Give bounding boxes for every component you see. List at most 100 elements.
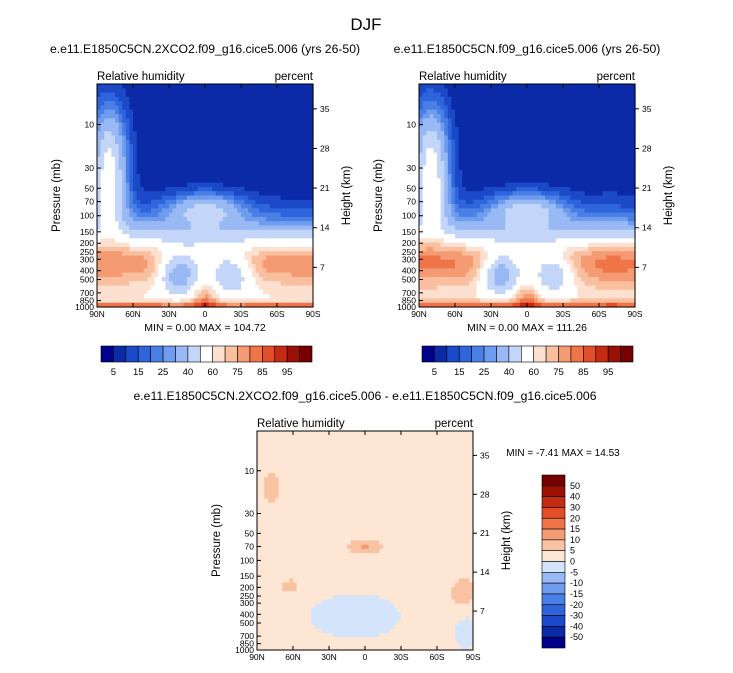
- contour-cell: [118, 118, 123, 124]
- contour-cell: [151, 281, 156, 287]
- contour-cell: [624, 182, 629, 188]
- contour-cell: [158, 122, 163, 128]
- contour-cell: [305, 259, 310, 265]
- contour-cell: [151, 131, 156, 137]
- contour-cell: [494, 96, 499, 102]
- contour-cell: [118, 135, 123, 141]
- contour-cell: [613, 114, 618, 119]
- contour-cell: [190, 169, 195, 175]
- contour-cell: [563, 165, 568, 171]
- contour-cell: [555, 182, 560, 188]
- contour-cell: [208, 88, 213, 94]
- contour-cell: [491, 178, 496, 184]
- contour-cell: [230, 195, 235, 201]
- contour-cell: [212, 178, 217, 184]
- contour-cell: [588, 135, 593, 141]
- contour-cell: [613, 131, 618, 137]
- contour-cell: [591, 114, 596, 119]
- contour-cell: [205, 131, 210, 137]
- contour-cell: [154, 281, 159, 287]
- contour-cell: [161, 144, 166, 149]
- contour-cell: [437, 84, 442, 89]
- contour-cell: [309, 131, 314, 137]
- contour-cell: [104, 122, 109, 128]
- contour-cell: [501, 161, 506, 167]
- contour-cell: [129, 285, 134, 291]
- contour-cell: [259, 208, 264, 214]
- contour-cell: [244, 161, 249, 167]
- contour-cell: [129, 131, 134, 137]
- contour-cell: [588, 174, 593, 179]
- contour-cell: [287, 88, 292, 94]
- contour-cell: [100, 302, 105, 308]
- contour-cell: [512, 84, 517, 89]
- contour-cell: [473, 156, 478, 162]
- contour-cell: [147, 114, 152, 119]
- contour-cell: [309, 294, 314, 300]
- contour-cell: [422, 174, 427, 179]
- contour-cell: [491, 84, 496, 89]
- contour-cell: [255, 298, 260, 304]
- contour-cell: [305, 294, 310, 300]
- contour-cell: [584, 84, 589, 89]
- contour-cell: [573, 148, 578, 154]
- contour-cell: [244, 276, 249, 282]
- contour-cell: [143, 251, 148, 257]
- contour-cell: [237, 268, 242, 274]
- contour-cell: [426, 84, 431, 89]
- contour-cell: [487, 208, 492, 214]
- contour-cell: [104, 259, 109, 265]
- contour-cell: [545, 109, 550, 115]
- contour-cell: [298, 208, 303, 214]
- contour-cell: [419, 148, 424, 154]
- contour-cell: [309, 101, 314, 107]
- contour-cell: [273, 88, 278, 94]
- contour-cell: [129, 276, 134, 282]
- contour-cell: [154, 264, 159, 270]
- contour-cell: [295, 208, 300, 214]
- contour-cell: [280, 302, 285, 308]
- contour-cell: [606, 135, 611, 141]
- contour-cell: [136, 225, 141, 231]
- contour-cell: [620, 204, 625, 209]
- contour-cell: [512, 161, 517, 167]
- contour-cell: [284, 156, 289, 162]
- contour-cell: [212, 242, 217, 248]
- contour-cell: [422, 165, 427, 171]
- contour-cell: [183, 144, 188, 149]
- contour-cell: [169, 221, 174, 227]
- contour-cell: [437, 135, 442, 141]
- contour-cell: [140, 272, 145, 278]
- contour-cell: [115, 208, 120, 214]
- contour-cell: [129, 259, 134, 265]
- contour-cell: [212, 229, 217, 235]
- contour-cell: [620, 118, 625, 124]
- contour-cell: [140, 118, 145, 124]
- contour-cell: [440, 135, 445, 141]
- contour-cell: [284, 229, 289, 235]
- contour-cell: [573, 131, 578, 137]
- contour-cell: [118, 165, 123, 171]
- contour-cell: [287, 161, 292, 167]
- contour-cell: [447, 84, 452, 89]
- contour-cell: [476, 156, 481, 162]
- contour-cell: [631, 191, 636, 197]
- contour-cell: [187, 289, 192, 295]
- contour-cell: [219, 195, 224, 201]
- contour-cell: [302, 191, 307, 197]
- contour-cell: [519, 186, 524, 192]
- contour-cell: [230, 225, 235, 231]
- contour-cell: [609, 169, 614, 175]
- contour-cell: [458, 88, 463, 94]
- contour-cell: [241, 246, 246, 252]
- contour-cell: [419, 105, 424, 111]
- contour-cell: [606, 208, 611, 214]
- contour-cell: [208, 264, 213, 270]
- contour-cell: [298, 88, 303, 94]
- contour-cell: [179, 105, 184, 111]
- contour-cell: [143, 186, 148, 192]
- contour-cell: [190, 101, 195, 107]
- contour-cell: [129, 212, 134, 218]
- contour-cell: [129, 84, 134, 89]
- contour-cell: [212, 255, 217, 261]
